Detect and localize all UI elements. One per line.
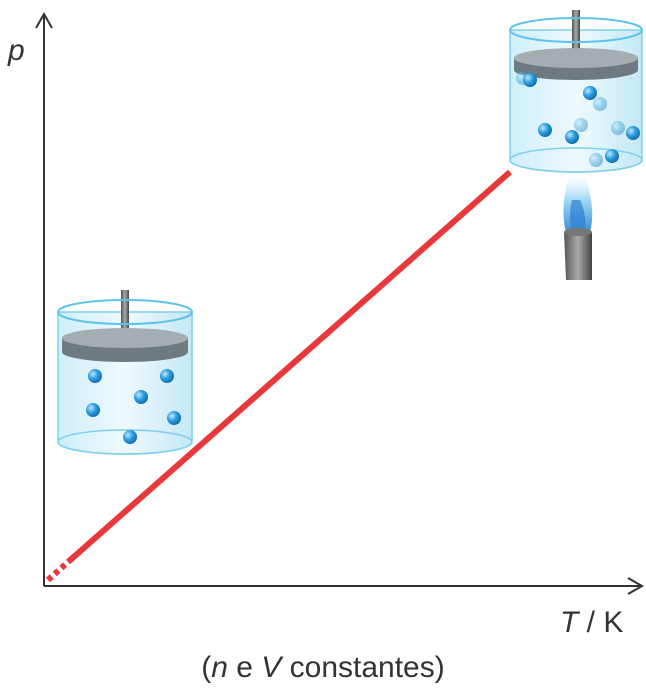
caption-part: constantes): [281, 651, 444, 684]
x-axis-label: T / K: [560, 606, 623, 639]
x-axis-unit: / K: [578, 606, 623, 639]
caption: (n e V constantes): [201, 651, 444, 684]
caption-part: e: [228, 651, 261, 684]
caption-part: (: [201, 651, 211, 684]
cylinder-low-temp: [58, 290, 192, 454]
y-axis-label: p: [7, 34, 25, 67]
caption-part: n: [211, 651, 228, 684]
burner: [563, 178, 592, 280]
cylinder-high-temp: [510, 10, 642, 172]
diagram: p T / K (n e V constantes): [0, 0, 646, 693]
